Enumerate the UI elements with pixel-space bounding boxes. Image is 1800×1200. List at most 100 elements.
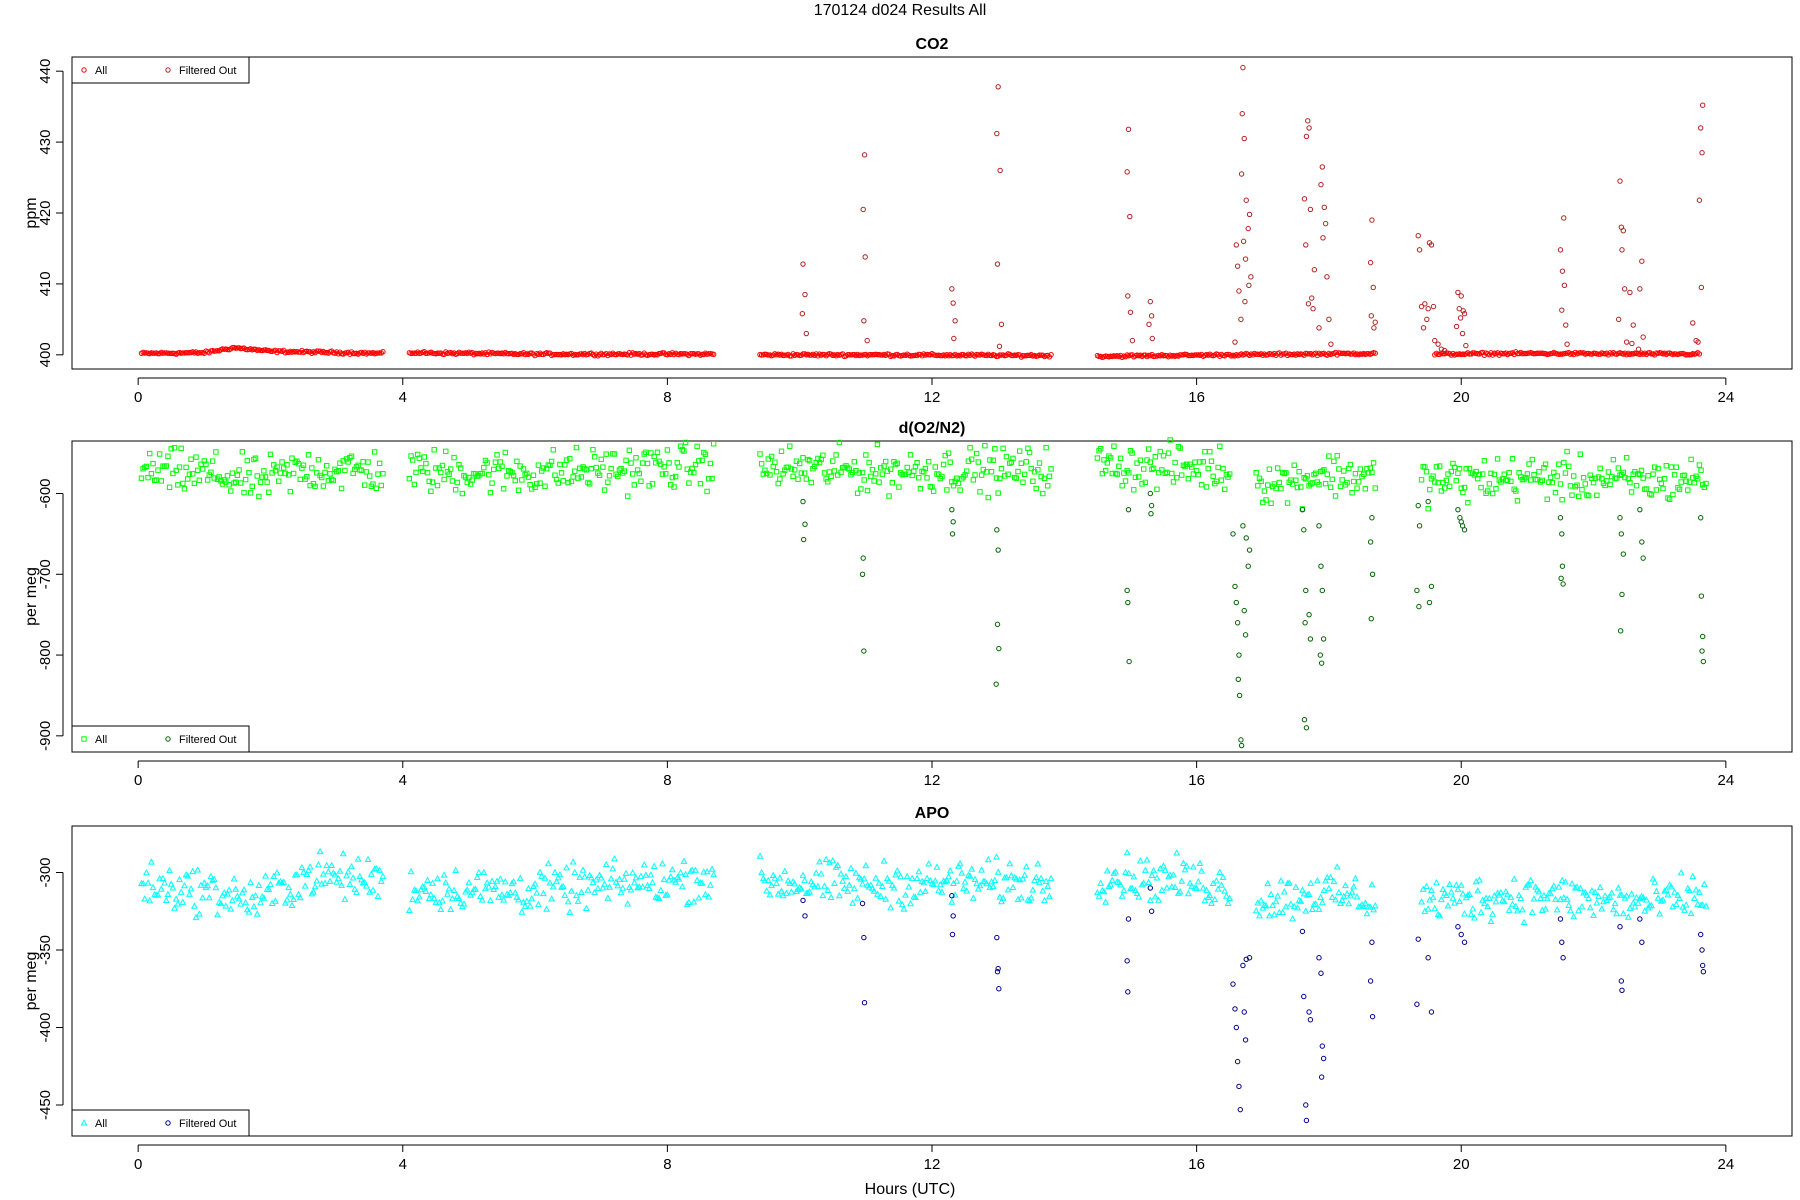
data-point-all (205, 894, 213, 901)
data-point-all (1307, 879, 1315, 886)
data-point-all (1305, 890, 1313, 897)
data-point-all (170, 470, 176, 477)
plot-frame (71, 825, 1793, 1137)
data-point-all (1503, 477, 1509, 484)
data-point-all (1547, 474, 1554, 481)
data-point-all (193, 454, 199, 460)
data-point-all (252, 455, 259, 461)
data-point-all (1170, 871, 1177, 878)
data-point-all (1131, 487, 1137, 493)
data-point-all (339, 849, 347, 857)
data-point-all (1541, 465, 1547, 471)
data-point-all (1504, 477, 1511, 483)
data-point-all (364, 855, 372, 863)
data-point-all (1453, 477, 1459, 484)
data-point-all (1179, 859, 1187, 866)
data-point-all (491, 466, 497, 473)
data-point-all (259, 474, 265, 480)
data-point-all (945, 450, 952, 456)
data-point-all (247, 490, 254, 496)
data-point-all (771, 874, 779, 881)
data-point-all (1266, 466, 1273, 472)
data-point-filtered (802, 291, 808, 298)
data-point-all (978, 472, 985, 478)
data-point-all (1488, 470, 1494, 477)
data-point-filtered (1618, 531, 1625, 537)
data-point-all (957, 487, 963, 493)
data-point-all (1185, 352, 1192, 359)
data-point-all (1036, 878, 1043, 886)
data-point-all (783, 889, 790, 896)
data-point-all (449, 478, 456, 484)
data-point-all (1573, 883, 1581, 890)
data-point-all (1123, 848, 1131, 856)
data-point-all (1125, 869, 1133, 877)
data-point-all (682, 870, 690, 878)
data-point-all (606, 883, 613, 890)
data-point-all (1678, 479, 1684, 485)
data-point-all (992, 446, 998, 452)
data-point-all (188, 456, 194, 462)
y-tick-label: 420 (37, 200, 54, 225)
data-point-all (943, 876, 951, 884)
data-point-all (624, 900, 632, 907)
data-point-all (823, 476, 829, 482)
data-point-all (805, 456, 811, 463)
data-point-filtered (1233, 1024, 1240, 1031)
data-point-all (812, 869, 820, 876)
data-point-all (703, 867, 711, 875)
data-point-all (940, 461, 947, 468)
data-point-all (599, 884, 607, 891)
data-point-all (877, 892, 885, 899)
data-point-all (363, 469, 370, 475)
data-point-all (1033, 485, 1039, 492)
data-point-all (284, 462, 290, 468)
data-point-all (1042, 877, 1050, 884)
data-point-all (1208, 458, 1215, 464)
data-point-all (1369, 469, 1375, 475)
data-point-all (1196, 859, 1204, 867)
data-point-all (1284, 500, 1291, 506)
data-point-all (285, 883, 293, 891)
data-point-all (457, 899, 465, 906)
data-point-all (1018, 460, 1025, 466)
data-point-filtered (1243, 197, 1249, 203)
data-point-all (586, 481, 593, 487)
data-point-all (1335, 888, 1343, 896)
data-point-all (1465, 499, 1471, 506)
data-point-all (696, 458, 702, 464)
data-point-all (1312, 470, 1319, 476)
data-point-all (628, 460, 634, 466)
chart-title: APO (915, 805, 950, 822)
data-point-all (1136, 857, 1144, 864)
data-point-all (663, 471, 669, 477)
data-point-all (286, 890, 294, 897)
data-point-all (326, 877, 334, 884)
data-point-all (257, 898, 264, 906)
data-point-all (334, 874, 342, 882)
data-point-all (688, 866, 696, 873)
data-point-all (224, 890, 231, 897)
plot-frame (71, 440, 1793, 753)
data-point-all (1428, 886, 1435, 893)
data-point-all (1675, 485, 1681, 491)
data-point-all (1119, 483, 1125, 489)
data-point-all (550, 447, 556, 453)
data-point-all (772, 459, 778, 465)
data-point-all (1467, 910, 1475, 918)
data-point-all (1002, 873, 1010, 881)
data-point-all (984, 855, 992, 863)
data-point-filtered (1148, 511, 1154, 517)
data-point-all (1648, 492, 1655, 498)
data-point-all (443, 890, 451, 897)
data-point-all (1579, 350, 1585, 356)
data-point-all (434, 482, 441, 489)
data-point-filtered (1302, 620, 1308, 626)
data-point-all (1174, 475, 1180, 481)
data-point-all (1294, 904, 1301, 911)
data-point-all (1456, 466, 1463, 472)
data-point-all (1550, 882, 1558, 889)
data-point-filtered (1414, 1001, 1420, 1007)
data-point-all (254, 473, 260, 479)
data-point-all (199, 894, 207, 901)
